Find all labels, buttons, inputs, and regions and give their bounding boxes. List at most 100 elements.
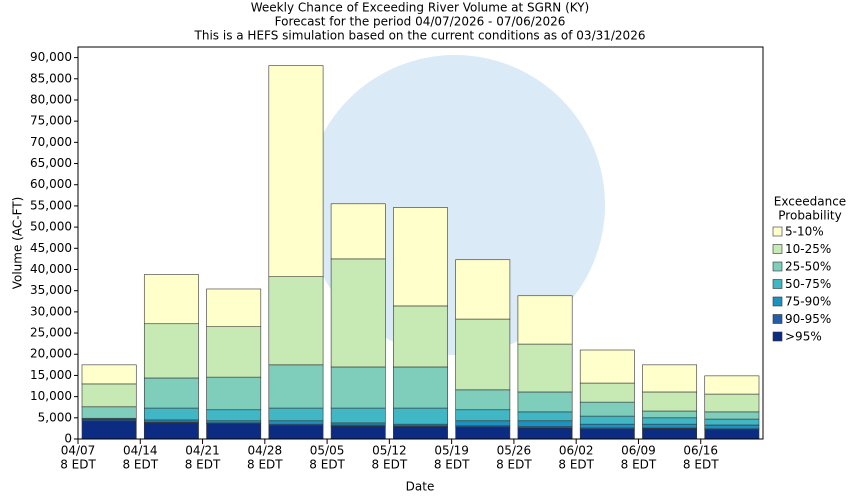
y-tick-label: 55,000 [30, 198, 72, 212]
legend-swatch [772, 279, 783, 289]
bar-segment [517, 427, 573, 440]
x-tick-label: 8 EDT [496, 458, 532, 472]
legend-swatch [772, 296, 783, 307]
bar-segment [455, 420, 511, 427]
y-tick-label: 15,000 [30, 368, 72, 382]
legend-label: 75-90% [785, 295, 831, 309]
x-tick-label: 04/07 [61, 444, 96, 458]
x-tick-label: 05/26 [497, 444, 532, 458]
x-tick-label: 04/21 [185, 444, 220, 458]
bar-segment [393, 407, 448, 425]
y-tick-label: 10,000 [30, 389, 72, 403]
bar-segment [455, 318, 511, 391]
legend-label: 25-50% [785, 260, 831, 274]
bar-segment [517, 411, 573, 422]
bar-segment [642, 423, 698, 429]
legend-label: 50-75% [785, 277, 831, 291]
bar-segment [393, 207, 448, 307]
y-tick-label: 0 [64, 432, 72, 446]
y-tick-label: 45,000 [30, 241, 72, 255]
x-tick-label: 05/05 [310, 444, 345, 458]
bar-segment [579, 349, 635, 384]
y-tick-label: 40,000 [30, 262, 72, 276]
bar-segment [330, 366, 386, 409]
y-tick-label: 25,000 [30, 326, 72, 340]
x-tick-label: 05/19 [434, 444, 469, 458]
x-tick-label: 8 EDT [122, 458, 158, 472]
chart-title: Weekly Chance of Exceeding River Volume … [251, 1, 589, 15]
legend-label: 90-95% [785, 312, 831, 326]
legend-swatch [772, 226, 783, 237]
x-tick-label: 06/16 [683, 444, 718, 458]
bar-segment [393, 305, 448, 368]
x-tick-label: 8 EDT [60, 458, 96, 472]
x-tick-label: 8 EDT [372, 458, 408, 472]
x-tick-label: 8 EDT [683, 458, 719, 472]
bar-segment [704, 424, 760, 430]
legend-title: Probability [778, 209, 841, 223]
bar-segment [642, 364, 698, 393]
x-tick-label: 05/12 [372, 444, 407, 458]
chart-subtitle: Forecast for the period 04/07/2026 - 07/… [275, 15, 566, 29]
bar-segment [704, 375, 760, 395]
bar-segment [81, 383, 137, 408]
y-tick-label: 65,000 [30, 156, 72, 170]
bar-segment [455, 389, 511, 411]
bar-segment [704, 393, 760, 413]
bar-segment [517, 420, 573, 428]
legend-swatch [772, 314, 783, 324]
bar-segment [206, 423, 262, 440]
y-tick-label: 60,000 [30, 177, 72, 191]
bar-segment [143, 274, 199, 325]
y-tick-label: 85,000 [30, 71, 72, 85]
bar-segment [455, 426, 511, 440]
bar-segment [330, 407, 386, 424]
bar-segment [268, 276, 324, 366]
bar-segment [143, 419, 199, 423]
bar-segment [330, 425, 386, 440]
x-tick-label: 04/28 [248, 444, 283, 458]
x-tick-label: 06/02 [559, 444, 594, 458]
bar-segment [81, 364, 137, 385]
bar-segment [143, 422, 199, 440]
x-axis-label: Date [406, 480, 435, 494]
bar-segment [579, 415, 635, 425]
bar-segment [268, 65, 324, 277]
x-tick-label: 8 EDT [185, 458, 221, 472]
y-tick-label: 30,000 [30, 304, 72, 318]
bar-segment [517, 391, 573, 413]
bar-segment [206, 288, 262, 327]
bar-segment [704, 418, 760, 426]
bar-segment [330, 422, 386, 426]
bar-segment [206, 409, 262, 422]
x-tick-label: 8 EDT [621, 458, 657, 472]
bar-segment [393, 366, 448, 409]
x-tick-label: 8 EDT [247, 458, 283, 472]
bar-segment [81, 406, 137, 419]
bar-segment [579, 401, 635, 417]
plot-frame [77, 46, 764, 440]
bar-segment [642, 410, 698, 419]
x-tick-label: 04/14 [123, 444, 158, 458]
bar-segment [517, 343, 573, 393]
bar-segment [330, 258, 386, 368]
y-tick-label: 70,000 [30, 135, 72, 149]
bar-segment [206, 326, 262, 378]
x-tick-label: 8 EDT [558, 458, 594, 472]
x-tick-label: 8 EDT [309, 458, 345, 472]
bar-segment [143, 407, 199, 421]
x-tick-label: 8 EDT [434, 458, 470, 472]
y-tick-label: 20,000 [30, 347, 72, 361]
bar-segment [206, 376, 262, 411]
bar-segment [143, 377, 199, 409]
bar-segment [642, 391, 698, 412]
bar-segment [579, 428, 635, 440]
bar-segment [642, 417, 698, 425]
x-tick-label: 06/09 [621, 444, 656, 458]
bar-segment [642, 428, 698, 440]
chart-subtitle: This is a HEFS simulation based on the c… [194, 29, 646, 43]
bar-segment [393, 426, 448, 440]
bar-segment [81, 420, 137, 440]
